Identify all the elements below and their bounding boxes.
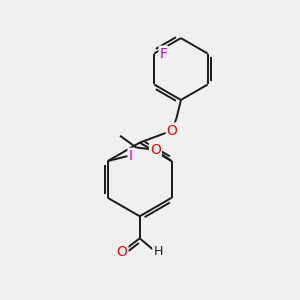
Text: O: O <box>167 124 178 138</box>
Text: I: I <box>128 149 133 163</box>
Text: F: F <box>160 46 168 61</box>
Text: O: O <box>117 245 128 260</box>
Text: H: H <box>153 245 163 258</box>
Text: O: O <box>150 143 161 157</box>
